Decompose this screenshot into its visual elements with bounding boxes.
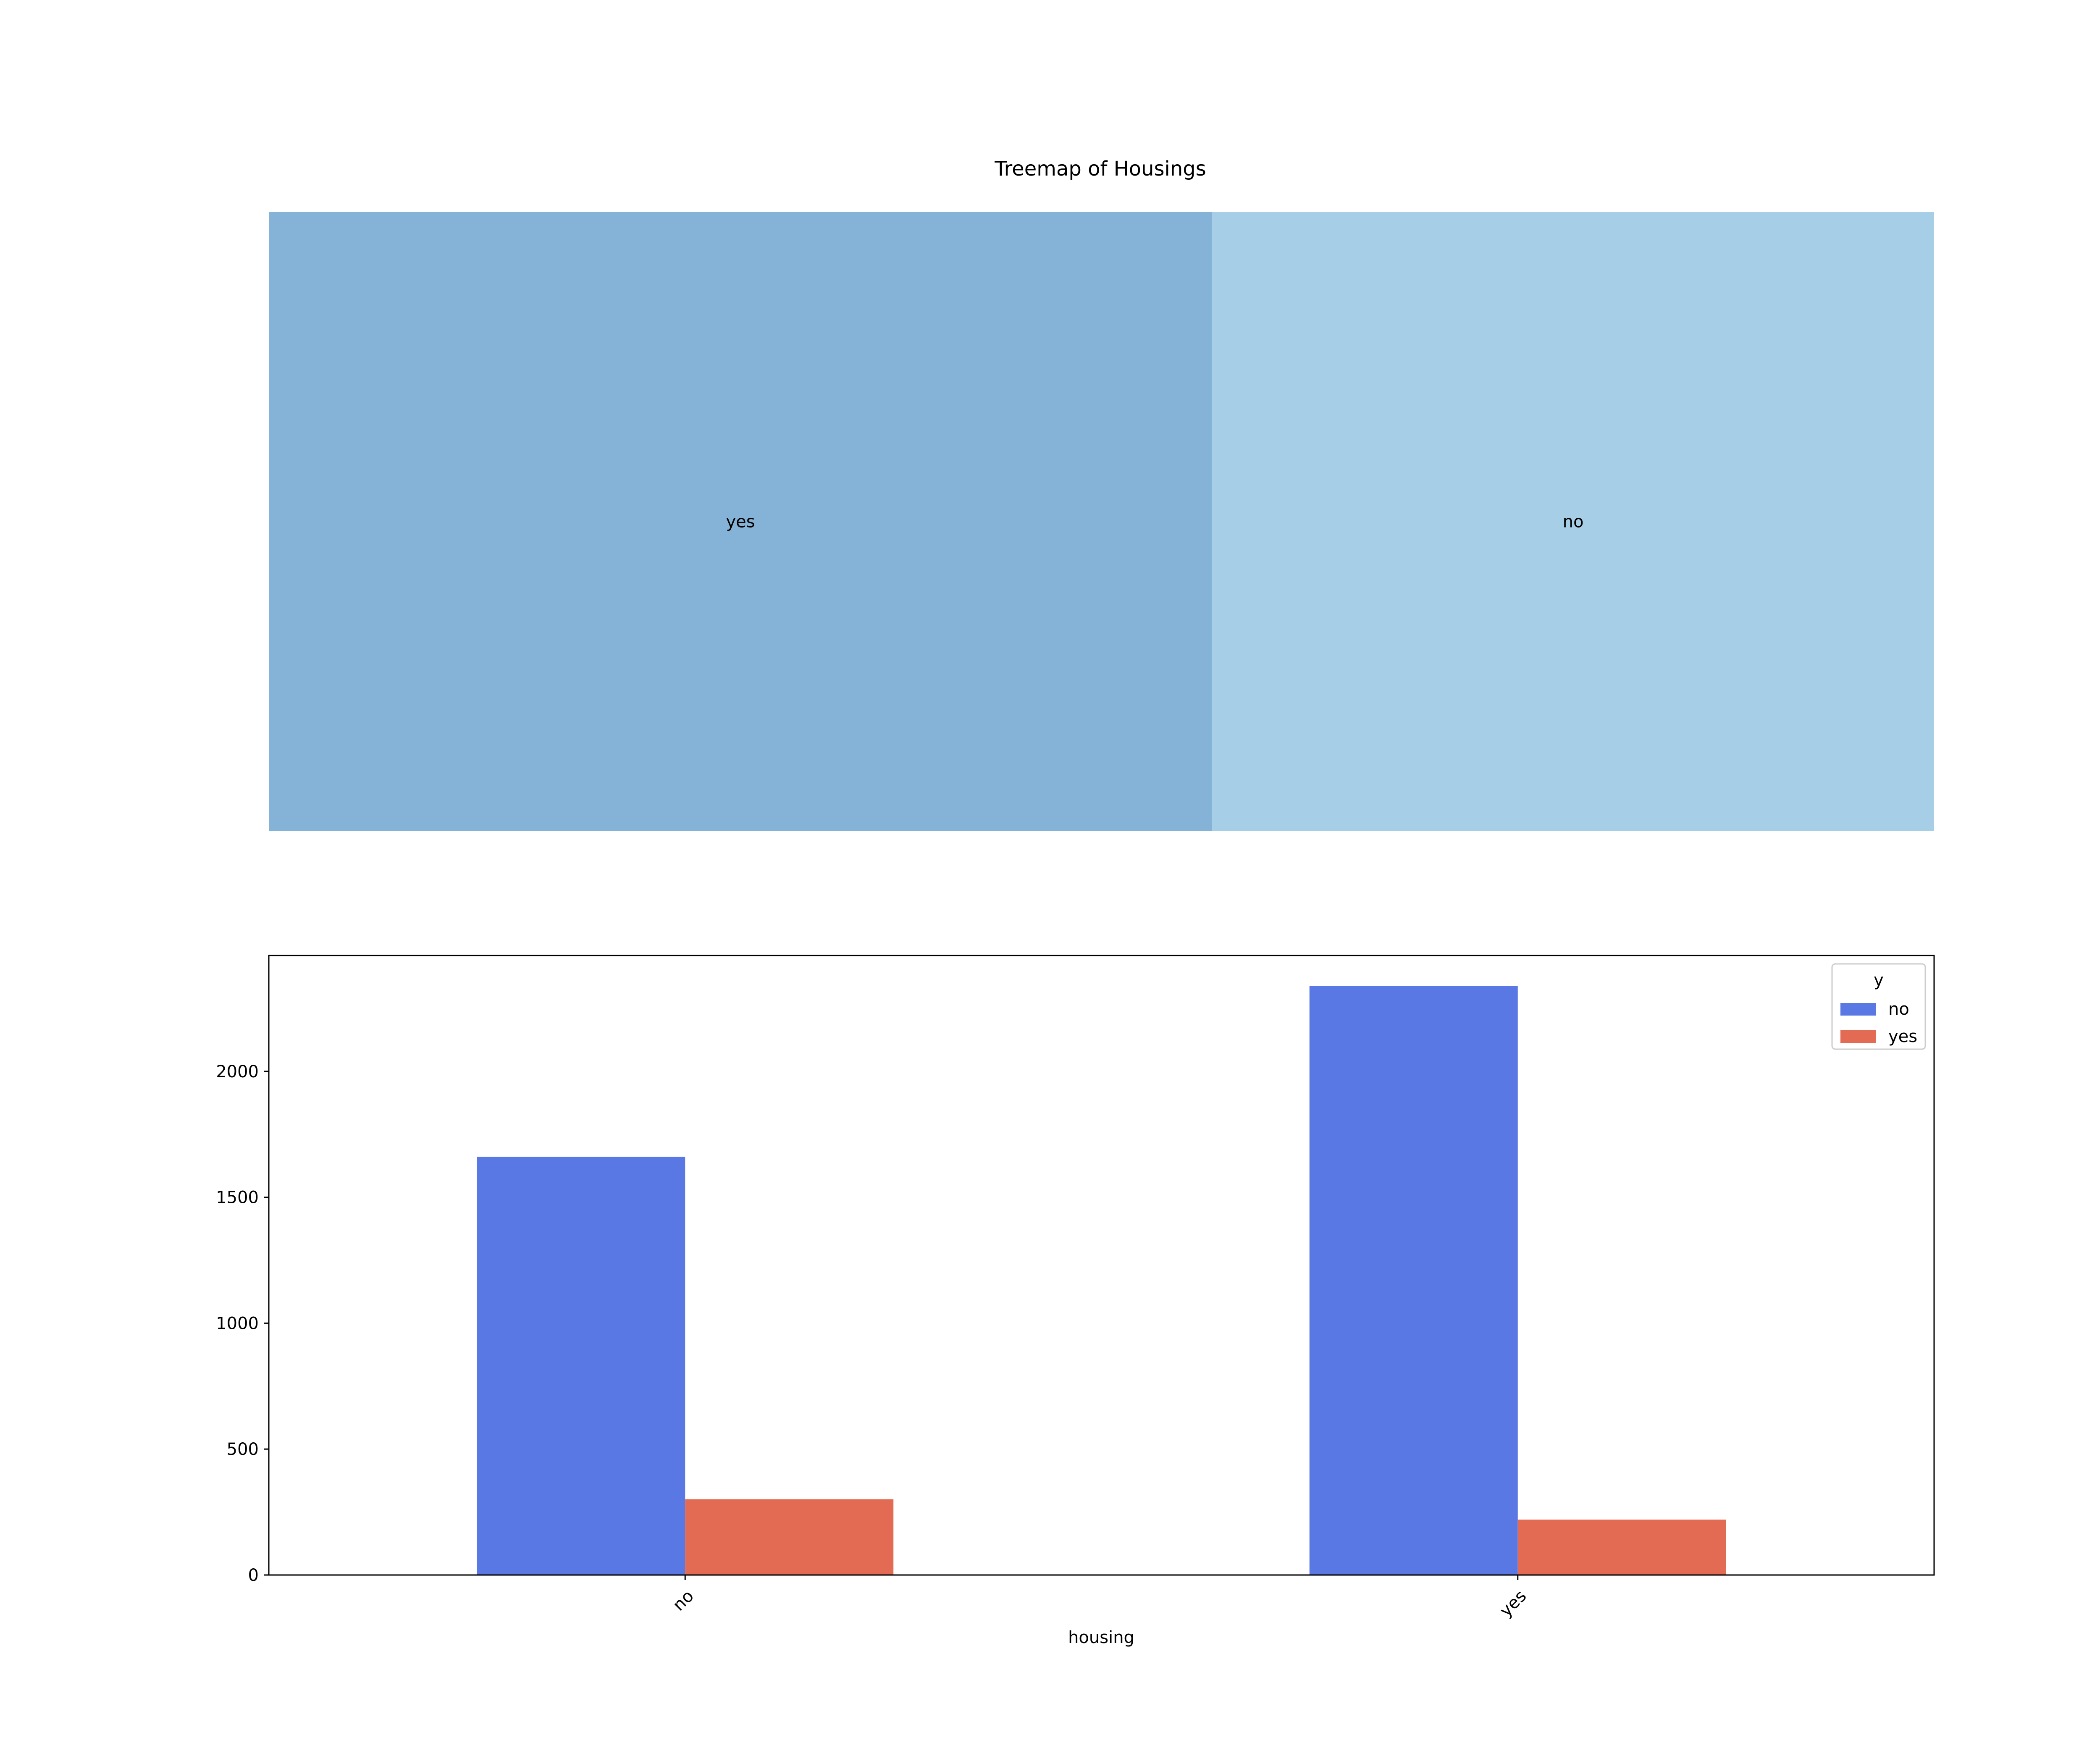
plot-frame [268, 955, 1935, 1576]
y-tick-label: 0 [248, 1566, 259, 1585]
legend-items: no yes [1840, 1000, 1917, 1046]
legend: y no yes [1831, 963, 1926, 1050]
legend-label: no [1888, 1000, 1909, 1019]
bar-no-yes [685, 1499, 894, 1575]
y-tick-label: 1000 [216, 1314, 259, 1333]
bars [477, 986, 1726, 1575]
treemap-label: no [1563, 512, 1584, 532]
bar-yes-no [1309, 986, 1518, 1575]
treemap-title: Treemap of Housings [994, 157, 1206, 181]
legend-swatch-no [1840, 1003, 1876, 1016]
treemap-tile-no [1212, 212, 1934, 831]
y-tick-label: 2000 [216, 1062, 259, 1082]
treemap-tile-yes [269, 212, 1213, 831]
y-tick-label: 1500 [216, 1188, 259, 1208]
y-axis: 0 500 1000 1500 2000 [216, 1062, 269, 1585]
treemap-chart: Treemap of Housings yes no [269, 157, 1934, 831]
legend-title: y [1874, 971, 1884, 990]
bar-yes-yes [1517, 1520, 1726, 1575]
treemap-rects: yes no [269, 212, 1934, 831]
x-axis-label: housing [1068, 1628, 1134, 1647]
legend-label: yes [1888, 1027, 1917, 1046]
bar-no-no [477, 1157, 685, 1575]
bar-chart: 0 500 1000 1500 2000 no yes housing y no yes [216, 955, 1935, 1647]
y-tick-label: 500 [227, 1440, 259, 1459]
legend-swatch-yes [1840, 1030, 1876, 1043]
legend-frame [1831, 963, 1926, 1050]
treemap-label: yes [726, 512, 755, 532]
